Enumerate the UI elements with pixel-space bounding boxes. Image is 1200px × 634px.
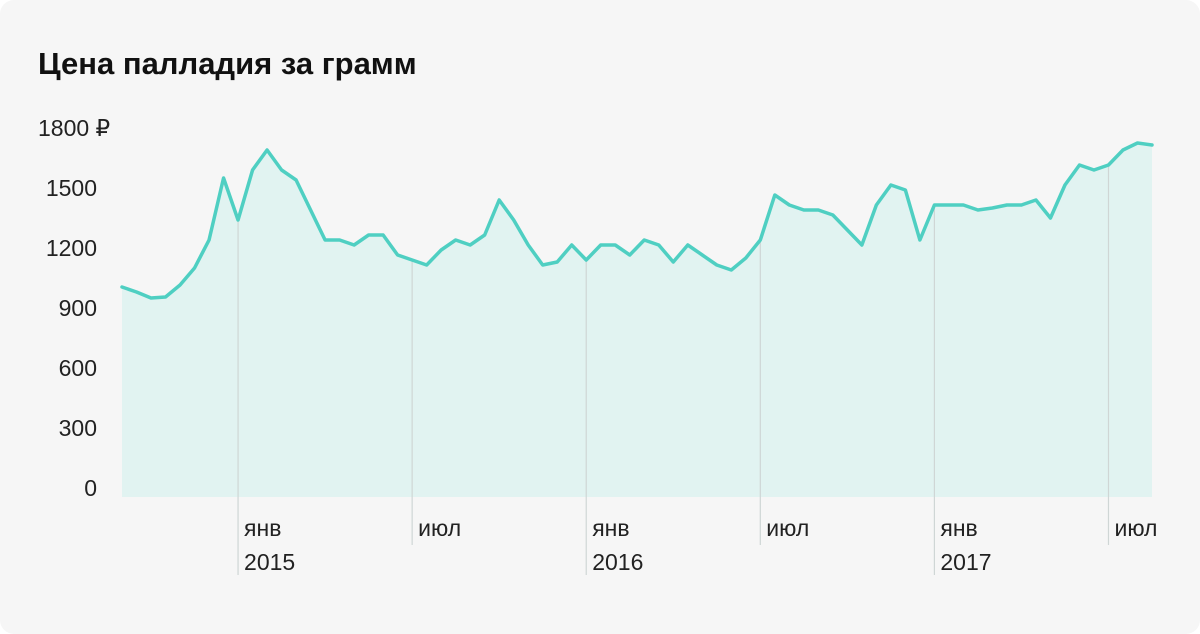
line [120,141,1154,300]
y-tick-label: 1500 [46,175,97,201]
x-tick-label: янв [592,515,629,541]
x-tick-label: июл [1114,515,1157,541]
y-tick-label: 600 [59,355,97,381]
y-tick-label: 0 [84,475,97,501]
y-tick-label: 1200 [46,235,97,261]
y-tick-label: 1800 ₽ [38,115,110,141]
x-tick-label: янв [940,515,977,541]
x-tick-label: июл [766,515,809,541]
x-tick-label: июл [418,515,461,541]
y-tick-label: 300 [59,415,97,441]
area-fill [122,143,1152,497]
y-tick-label: 900 [59,295,97,321]
x-tick-label: янв [244,515,281,541]
x-tick-year: 2017 [940,549,991,575]
x-tick-year: 2015 [244,549,295,575]
x-tick-year: 2016 [592,549,643,575]
chart-title: Цена палладия за грамм [38,46,417,81]
